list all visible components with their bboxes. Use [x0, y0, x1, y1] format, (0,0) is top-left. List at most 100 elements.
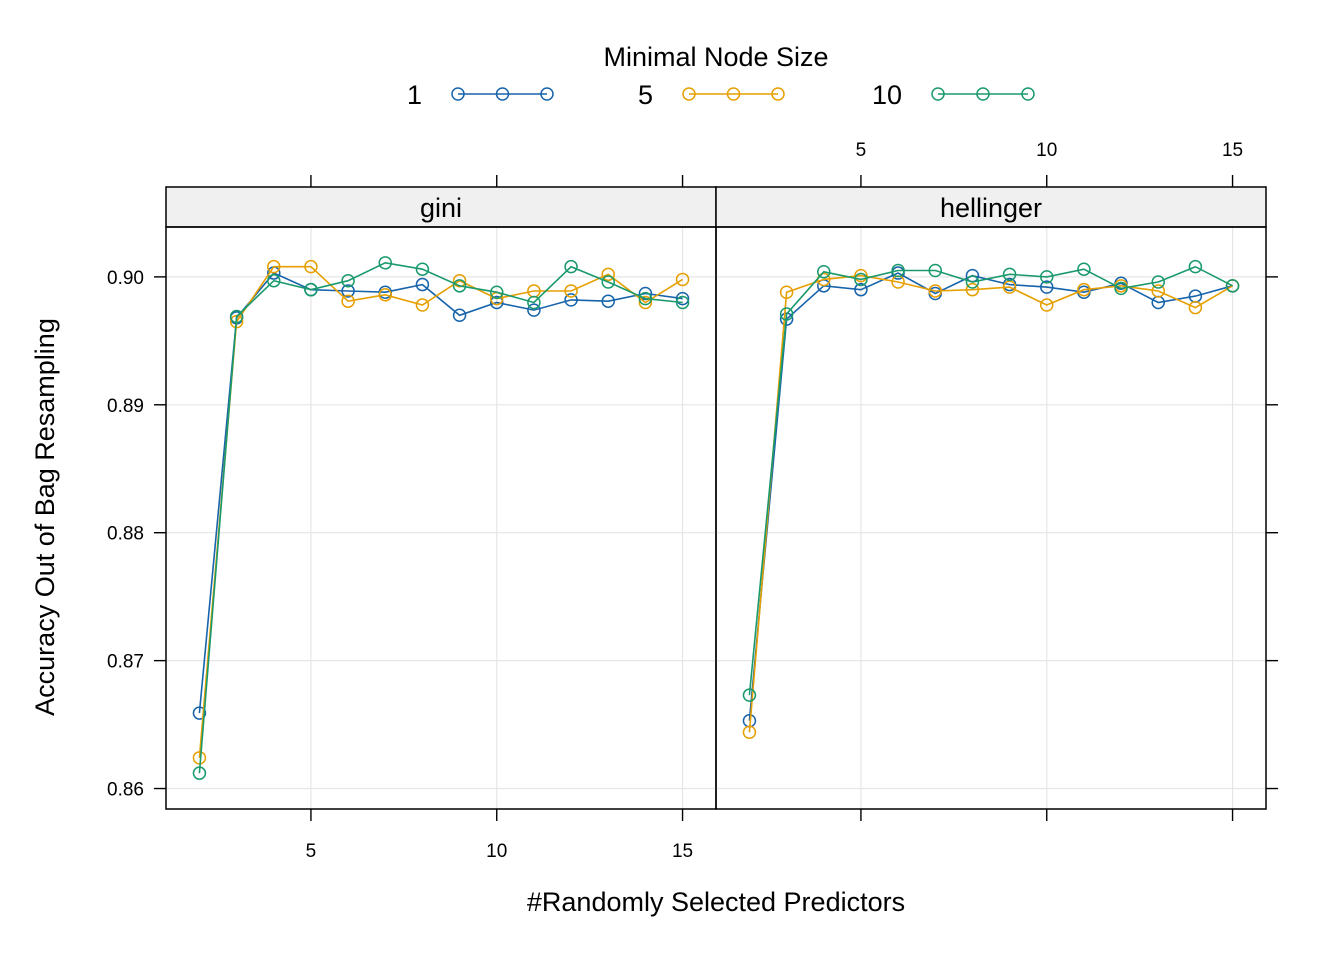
series-line — [748, 272, 1233, 721]
data-point — [1002, 280, 1017, 294]
data-point — [489, 285, 504, 299]
data-point — [415, 277, 430, 292]
data-point — [341, 294, 355, 308]
data-point — [675, 272, 690, 287]
data-point — [742, 725, 757, 740]
legend-label: 5 — [638, 80, 653, 110]
x-tick-label: 15 — [1222, 140, 1243, 161]
x-tick-label: 5 — [306, 841, 317, 862]
data-point — [564, 293, 578, 307]
panel-gini: gini 5 10 15 0.86 0.87 0.88 0.89 0.90 — [107, 175, 717, 862]
x-tick-label: 15 — [672, 841, 693, 862]
data-point — [638, 291, 653, 306]
y-tick-label: 0.86 — [107, 780, 144, 801]
series-line — [198, 272, 683, 714]
series-5 — [742, 268, 1240, 740]
data-point — [854, 272, 868, 287]
legend-label: 1 — [407, 80, 422, 110]
x-axis-title: #Randomly Selected Predictors — [527, 887, 905, 917]
strip-label: gini — [420, 193, 462, 223]
data-point — [1002, 267, 1017, 282]
data-point — [817, 265, 831, 279]
data-point — [965, 282, 980, 297]
data-point — [1188, 300, 1203, 315]
series-1 — [192, 266, 690, 720]
data-point — [965, 275, 980, 289]
data-point — [638, 295, 653, 310]
data-point — [527, 303, 541, 317]
data-point — [1077, 262, 1091, 276]
legend-entry-1: 1 — [407, 80, 554, 110]
data-point — [378, 288, 393, 302]
data-point — [415, 262, 430, 276]
series-line — [198, 265, 684, 758]
panel-border — [165, 226, 717, 810]
legend-marker — [451, 87, 465, 101]
data-point — [742, 688, 757, 702]
data-point — [267, 273, 281, 288]
panels: gini 5 10 15 0.86 0.87 0.88 0.89 0.90 hellinger 5 1… — [107, 140, 1278, 862]
legend-marker — [540, 87, 554, 101]
data-point — [1039, 280, 1054, 294]
series-10 — [192, 256, 690, 780]
series-10 — [742, 259, 1240, 702]
data-point — [304, 259, 318, 274]
data-point — [1225, 279, 1240, 293]
data-point — [1151, 275, 1165, 289]
strip — [165, 186, 717, 228]
y-tick-label: 0.87 — [107, 652, 144, 673]
legend-label: 10 — [872, 80, 902, 110]
data-point — [192, 766, 207, 780]
data-point — [1151, 284, 1165, 298]
series-line — [748, 265, 1233, 696]
data-point — [1039, 270, 1054, 284]
legend: Minimal Node Size 1 5 10 — [407, 42, 1035, 110]
data-point — [378, 256, 393, 270]
data-point — [1077, 282, 1091, 297]
legend-marker — [726, 87, 741, 101]
series-line — [748, 274, 1234, 733]
legend-entry-5: 5 — [638, 80, 785, 110]
data-point — [452, 273, 467, 288]
x-tick-label: 10 — [486, 841, 507, 862]
data-point — [341, 273, 355, 288]
strip-label: hellinger — [940, 193, 1042, 223]
legend-title: Minimal Node Size — [603, 42, 828, 72]
series-1 — [742, 266, 1240, 728]
data-point — [638, 286, 653, 301]
legend-entry-10: 10 — [872, 80, 1035, 110]
y-tick-label: 0.88 — [107, 524, 144, 545]
data-point — [1114, 281, 1128, 296]
data-point — [341, 284, 355, 298]
legend-marker — [931, 87, 945, 101]
data-point — [854, 268, 868, 283]
data-point — [854, 282, 868, 297]
y-tick-label: 0.89 — [107, 396, 144, 417]
data-point — [675, 291, 690, 306]
data-point — [891, 263, 905, 278]
data-point — [304, 282, 318, 297]
data-point — [564, 259, 578, 274]
x-tick-label: 5 — [856, 140, 867, 161]
panel-border — [715, 226, 1267, 810]
data-point — [527, 295, 541, 310]
data-point — [564, 284, 578, 298]
data-point — [267, 259, 281, 274]
strip — [715, 186, 1267, 228]
data-point — [601, 275, 615, 289]
data-point — [928, 263, 943, 278]
data-point — [601, 267, 615, 282]
data-point — [452, 308, 467, 323]
data-point — [601, 294, 615, 308]
legend-marker — [771, 87, 785, 101]
legend-marker — [1021, 87, 1035, 101]
data-point — [415, 298, 430, 312]
y-axis-title: Accuracy Out of Bag Resampling — [30, 318, 60, 716]
legend-marker — [976, 87, 990, 101]
x-tick-label: 10 — [1036, 140, 1057, 161]
series-5 — [192, 259, 690, 765]
data-point — [1039, 298, 1054, 312]
data-point — [192, 706, 207, 720]
y-tick-label: 0.90 — [107, 268, 144, 289]
